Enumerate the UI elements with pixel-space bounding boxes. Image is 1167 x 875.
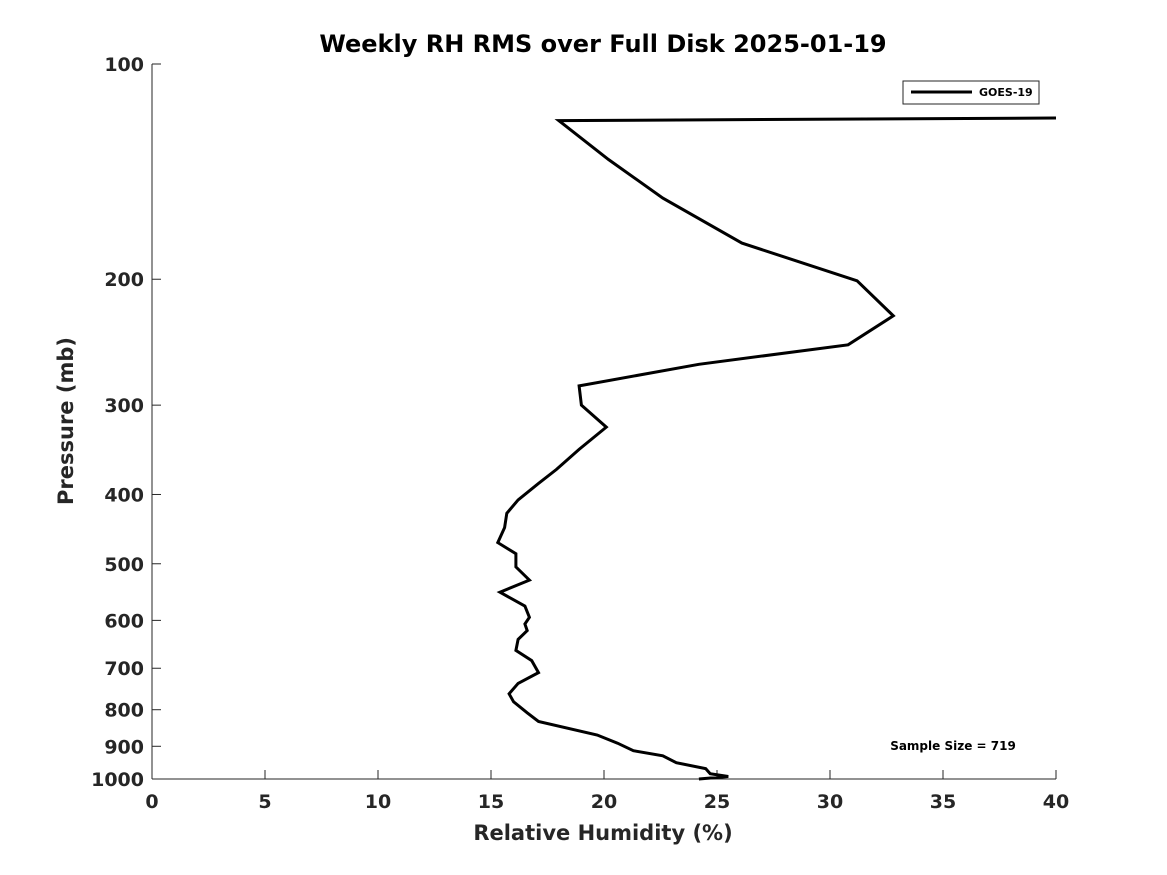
y-tick-label: 500 — [104, 554, 144, 576]
x-axis-label: Relative Humidity (%) — [473, 821, 732, 845]
y-tick-label: 800 — [104, 700, 144, 722]
x-tick-label: 30 — [817, 791, 843, 813]
chart-title: Weekly RH RMS over Full Disk 2025-01-19 — [319, 30, 886, 58]
x-tick-label: 35 — [930, 791, 956, 813]
x-tick-label: 10 — [365, 791, 391, 813]
x-tick-label: 20 — [591, 791, 617, 813]
series-layer — [495, 116, 1057, 781]
x-tick-label: 15 — [478, 791, 504, 813]
x-tick-label: 5 — [258, 791, 271, 813]
x-tick-label: 40 — [1043, 791, 1069, 813]
x-tick-label: 0 — [145, 791, 158, 813]
y-axis-ticks: 100 200 300 400 500 600 700 800 900 1000 — [91, 54, 161, 791]
y-tick-label: 100 — [104, 54, 144, 76]
y-tick-label: 200 — [104, 269, 144, 291]
y-axis-label: Pressure (mb) — [54, 337, 78, 505]
axes — [151, 64, 1056, 780]
legend-label-goes-19: GOES-19 — [979, 86, 1033, 99]
sample-size-annotation: Sample Size = 719 — [890, 739, 1016, 753]
y-tick-label: 1000 — [91, 769, 144, 791]
y-tick-label: 700 — [104, 658, 144, 680]
y-tick-label: 300 — [104, 395, 144, 417]
legend: GOES-19 — [902, 80, 1040, 105]
y-tick-label: 600 — [104, 610, 144, 632]
y-tick-label: 400 — [104, 484, 144, 506]
x-tick-label: 25 — [704, 791, 730, 813]
series-line-goes-19 — [495, 116, 1057, 781]
x-axis-ticks: 0 5 10 15 20 25 30 35 40 — [145, 770, 1069, 813]
y-tick-label: 900 — [104, 736, 144, 758]
